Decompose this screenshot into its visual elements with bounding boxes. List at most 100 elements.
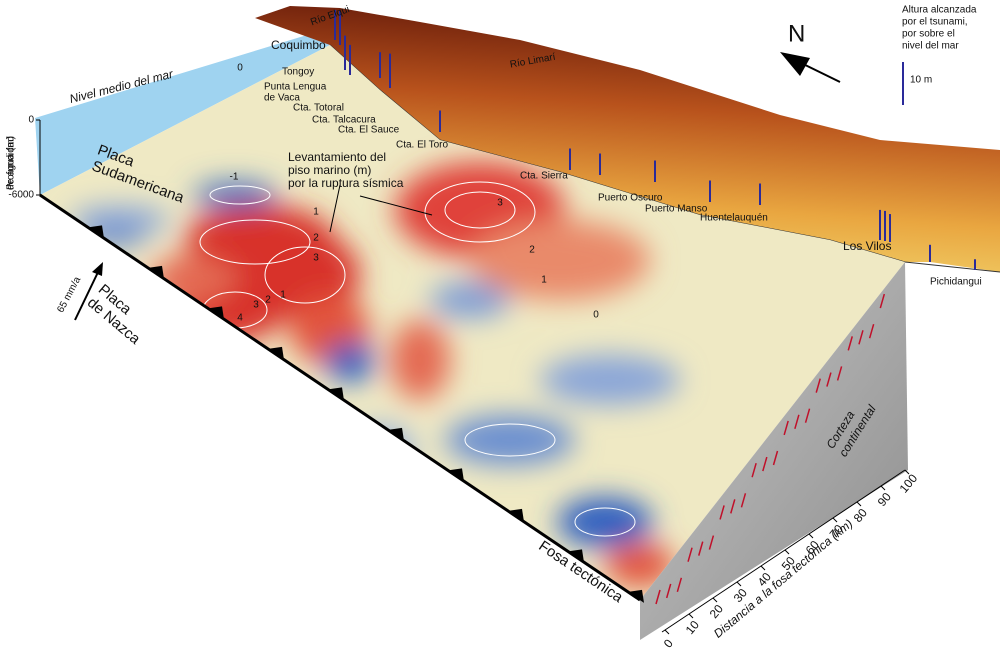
depth-tick-label: -6000	[8, 190, 34, 201]
fault	[708, 535, 715, 550]
distance-tick	[688, 613, 694, 619]
fault	[804, 408, 811, 423]
uplift-blob	[193, 182, 277, 208]
contour-label: 0	[593, 310, 599, 321]
north-arrow-head	[780, 52, 810, 76]
pointer-arrow	[359, 195, 433, 216]
distance-tick-label: 20	[707, 602, 727, 621]
distance-tick	[832, 517, 838, 523]
contour-label: 0	[237, 63, 243, 74]
north-label: N	[788, 20, 805, 47]
seismic-profile	[640, 262, 908, 640]
place-label: Punta Lengua	[264, 82, 327, 93]
fault	[815, 378, 821, 393]
place-label: Cta. El Toro	[396, 140, 448, 151]
fault	[687, 547, 693, 562]
fault	[836, 366, 843, 381]
distance-tick-label: 0	[661, 636, 676, 650]
terrain	[255, 6, 1000, 272]
contour-line	[199, 219, 311, 265]
contour-label: 3	[313, 253, 319, 264]
distance-tick	[904, 469, 910, 475]
place-label: Cta. Sierra	[520, 171, 568, 182]
contour-label: 3	[497, 198, 503, 209]
distance-tick-label: 10	[683, 618, 703, 637]
fault	[879, 293, 886, 309]
uplift-blob	[430, 282, 510, 318]
uplift-blob	[605, 543, 675, 587]
uplift-blob	[540, 355, 680, 405]
place-label: Los Vilos	[843, 239, 891, 253]
legend-scale-label: 10 m	[910, 75, 932, 86]
contour-label: 4	[237, 313, 243, 324]
fault	[730, 499, 736, 514]
uplift-blob	[325, 342, 375, 382]
plate-arrow	[74, 267, 101, 321]
trench-tooth	[148, 265, 164, 279]
fault	[740, 493, 747, 508]
place-label: Tongoy	[282, 67, 314, 78]
distance-axis	[661, 469, 906, 633]
trench-tooth	[328, 387, 344, 401]
distance-tick	[712, 597, 718, 603]
uplift-blob	[70, 206, 170, 234]
place-label: Cta. El Sauce	[338, 125, 400, 136]
contour-label: 3	[253, 300, 259, 311]
legend-title: por sobre el	[902, 29, 955, 40]
trench-tooth	[448, 468, 464, 482]
trench-tooth	[208, 306, 224, 320]
fault	[858, 330, 864, 345]
fault	[772, 450, 779, 466]
place-label: Coquimbo	[271, 38, 326, 52]
fault	[826, 372, 832, 387]
fault	[655, 589, 661, 605]
contour-line	[264, 246, 346, 304]
distance-tick	[736, 581, 742, 587]
legend-title: nivel del mar	[902, 41, 959, 52]
uplift-blob	[470, 220, 650, 300]
fault	[676, 577, 683, 593]
contour-label: 2	[529, 245, 535, 256]
trench-tooth	[388, 427, 404, 441]
place-label: de Vaca	[264, 93, 300, 104]
legend-title: por el tsunami,	[902, 17, 968, 28]
place-label: Cta. Totoral	[293, 103, 344, 114]
uplift-label: por la ruptura sísmica	[288, 176, 404, 190]
uplift-blob	[445, 415, 575, 465]
pointer-arrow	[329, 184, 341, 233]
contour-label: -1	[230, 172, 239, 183]
plate-arrow-head	[92, 262, 103, 276]
fault	[698, 541, 704, 556]
contour-line	[574, 507, 636, 537]
uplift-blob	[557, 497, 653, 547]
distance-tick-label: 90	[875, 490, 895, 509]
distance-tick	[808, 533, 814, 539]
fault	[719, 505, 725, 520]
fault	[847, 336, 853, 351]
depth-axis-title: de agua (m)	[6, 136, 17, 190]
depth-tick-label: 0	[28, 115, 34, 126]
fault	[868, 323, 875, 339]
place-label: Huentelauquén	[700, 213, 768, 224]
legend-title: Altura alcanzada	[902, 5, 977, 16]
sea-water	[35, 28, 330, 195]
place-label: Cta. Talcacura	[312, 115, 376, 126]
contour-label: 2	[313, 233, 319, 244]
fault	[762, 456, 768, 472]
trench-tooth	[568, 549, 584, 563]
place-label: Puerto Oscuro	[598, 193, 663, 204]
uplift-blob	[345, 425, 415, 475]
place-label: Pichidangui	[930, 277, 982, 288]
distance-tick	[664, 629, 670, 635]
uplift-label: Levantamiento del	[288, 150, 386, 164]
place-label: Puerto Manso	[645, 204, 708, 215]
fault	[751, 462, 757, 478]
fault	[794, 414, 800, 430]
contour-line	[444, 191, 516, 229]
uplift-blob	[390, 320, 450, 400]
contour-label: 1	[280, 290, 286, 301]
contour-label: 2	[265, 295, 271, 306]
distance-tick-label: 80	[851, 506, 871, 525]
